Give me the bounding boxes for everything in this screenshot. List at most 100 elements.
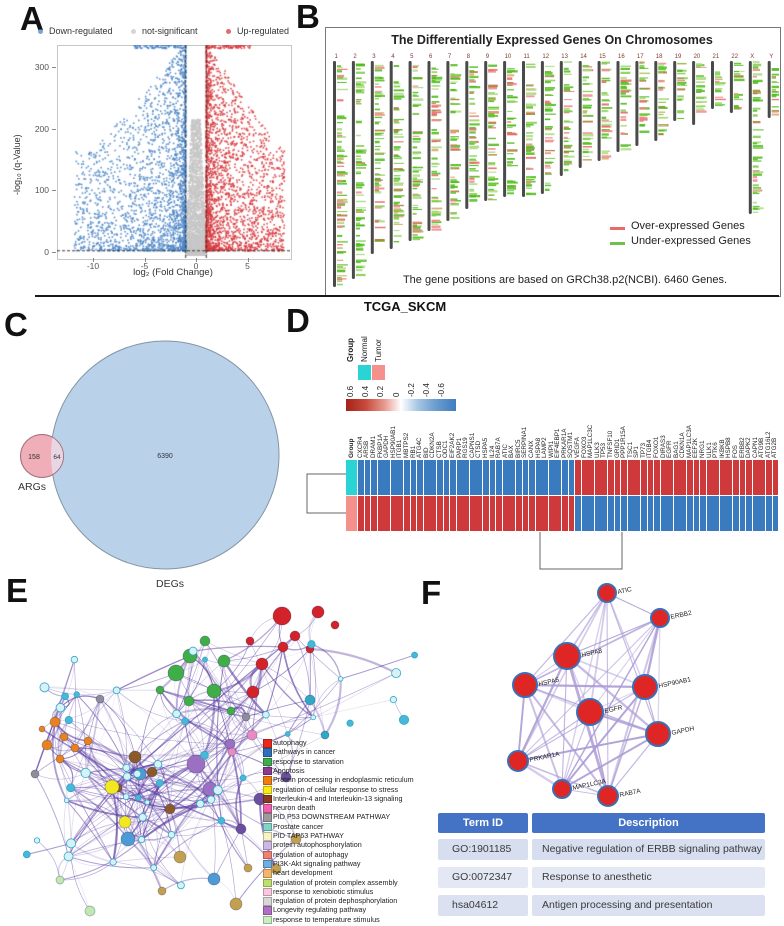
gene-position-tick	[337, 156, 345, 158]
gene-position-tick	[469, 80, 476, 83]
network-node	[311, 605, 325, 619]
x-tick-label: -5	[140, 261, 149, 271]
gene-position-tick	[393, 136, 404, 138]
gene-position-tick	[337, 183, 348, 185]
gene-position-tick	[431, 109, 441, 111]
gene-position-tick	[450, 82, 456, 84]
heatmap-cell	[640, 496, 647, 531]
gene-position-tick	[431, 111, 442, 114]
gene-position-tick	[412, 146, 418, 149]
legend-dot-icon	[38, 28, 43, 34]
gene-position-tick	[355, 103, 362, 105]
network-edge	[251, 663, 263, 736]
pathway-legend-label: Interleukin-4 and Interleukin-13 signali…	[273, 793, 403, 803]
gene-position-tick	[393, 168, 403, 171]
gene-position-tick	[337, 240, 348, 243]
network-edge	[70, 787, 129, 840]
network-edge	[59, 758, 138, 775]
gene-position-tick	[620, 71, 631, 75]
table-term-id-cell: hsa04612	[438, 895, 528, 916]
pathway-legend-label: Protein processing in endoplasmic reticu…	[273, 775, 414, 785]
gene-position-tick	[355, 71, 365, 74]
pathway-legend-label: regulation of protein dephosphorylation	[273, 896, 398, 906]
gene-position-tick	[563, 67, 569, 70]
gene-position-tick	[658, 101, 666, 104]
volcano-legend-item: Down-regulated	[38, 26, 113, 36]
gene-position-tick	[412, 105, 419, 107]
gene-position-tick	[639, 130, 650, 133]
gene-position-tick	[450, 97, 456, 100]
gene-position-tick	[620, 124, 627, 127]
gene-position-tick	[582, 133, 594, 137]
heatmap-group-column-header: Group	[347, 438, 355, 459]
heatmap-colorbar	[346, 399, 456, 411]
heatmap-cell	[614, 496, 621, 531]
network-edge	[116, 690, 128, 768]
hub-network-edge	[524, 683, 646, 689]
gene-position-tick	[677, 69, 683, 72]
gene-position-tick	[412, 236, 424, 239]
table-term-id-cell: GO:0072347	[438, 867, 528, 888]
pathway-legend-label: response to xenobiotic stimulus	[273, 886, 374, 896]
y-tick-mark	[52, 128, 56, 130]
gene-position-tick	[412, 225, 423, 227]
gene-position-tick	[677, 99, 682, 101]
gene-position-tick	[563, 90, 572, 92]
hub-network-edge	[566, 655, 659, 735]
network-node	[391, 668, 402, 679]
table-description-cell: Antigen processing and presentation	[532, 895, 765, 916]
gene-position-tick	[374, 173, 381, 176]
network-node	[289, 630, 301, 642]
heatmap-cell	[759, 460, 766, 495]
gene-position-tick	[601, 120, 613, 123]
gene-position-tick	[355, 240, 366, 242]
gene-position-tick	[337, 165, 345, 167]
gene-position-tick	[431, 172, 441, 175]
gene-position-tick	[733, 73, 741, 75]
gene-position-tick	[355, 186, 363, 189]
network-edge	[249, 640, 288, 735]
gene-position-tick	[450, 98, 460, 101]
gene-position-tick	[488, 84, 498, 88]
gene-position-tick	[601, 150, 611, 153]
gene-position-tick	[469, 146, 478, 150]
heatmap-cell	[463, 496, 470, 531]
heatmap-cell	[752, 496, 759, 531]
chromosome-legend-label: Over-expressed Genes	[631, 220, 745, 232]
gene-position-tick	[639, 78, 645, 81]
network-edge	[161, 877, 215, 892]
network-edge	[171, 825, 242, 836]
gene-position-tick	[469, 189, 475, 192]
gene-position-tick	[733, 70, 740, 73]
gene-position-tick	[582, 110, 588, 112]
gene-position-tick	[752, 98, 760, 102]
chromosome-number: 9	[486, 54, 490, 60]
network-node	[243, 863, 253, 873]
network-edge	[126, 767, 172, 835]
venn-text: 64	[53, 454, 61, 461]
gene-position-tick	[374, 187, 385, 190]
gene-position-tick	[412, 174, 421, 177]
gene-position-tick	[563, 105, 573, 108]
pathway-legend-swatch	[263, 748, 272, 757]
gene-position-tick	[677, 79, 686, 82]
gene-position-tick	[355, 261, 361, 264]
network-edge	[188, 699, 267, 716]
gene-position-tick	[393, 83, 401, 85]
gene-position-tick	[450, 184, 455, 187]
gene-position-tick	[658, 98, 670, 101]
gene-position-tick	[374, 145, 381, 147]
gene-position-tick	[507, 89, 515, 91]
gene-position-tick	[526, 147, 535, 150]
gene-position-tick	[544, 128, 552, 131]
gene-position-tick	[601, 123, 612, 126]
gene-position-tick	[601, 93, 609, 96]
gene-position-tick	[526, 132, 534, 134]
gene-position-tick	[431, 79, 436, 82]
gene-position-tick	[526, 85, 533, 87]
network-node	[398, 714, 410, 725]
gene-position-tick	[355, 217, 362, 220]
heatmap-cell	[706, 496, 713, 531]
gene-position-tick	[733, 96, 740, 99]
heatmap-group-legend-label: Tumor	[374, 339, 383, 362]
